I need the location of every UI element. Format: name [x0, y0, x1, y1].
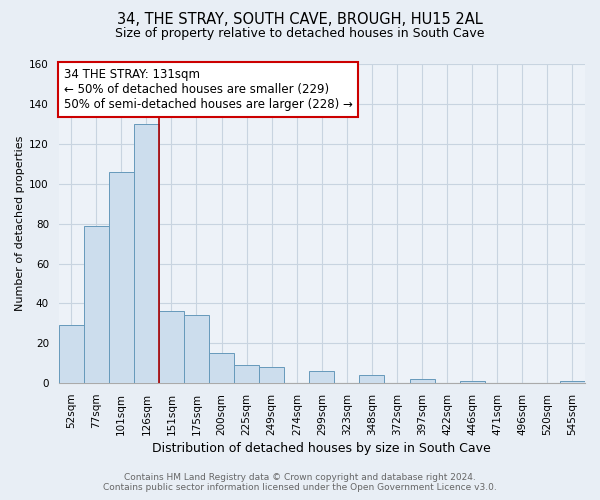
Bar: [359, 375, 385, 383]
Bar: [159, 312, 184, 383]
Bar: [184, 316, 209, 383]
Bar: [134, 124, 159, 383]
Bar: [234, 366, 259, 383]
Bar: [59, 326, 84, 383]
Bar: [109, 172, 134, 383]
Text: Size of property relative to detached houses in South Cave: Size of property relative to detached ho…: [115, 28, 485, 40]
Y-axis label: Number of detached properties: Number of detached properties: [15, 136, 25, 312]
X-axis label: Distribution of detached houses by size in South Cave: Distribution of detached houses by size …: [152, 442, 491, 455]
Bar: [209, 354, 234, 383]
Bar: [460, 381, 485, 383]
Text: 34, THE STRAY, SOUTH CAVE, BROUGH, HU15 2AL: 34, THE STRAY, SOUTH CAVE, BROUGH, HU15 …: [117, 12, 483, 28]
Bar: [309, 371, 334, 383]
Bar: [259, 367, 284, 383]
Bar: [560, 381, 585, 383]
Text: 34 THE STRAY: 131sqm
← 50% of detached houses are smaller (229)
50% of semi-deta: 34 THE STRAY: 131sqm ← 50% of detached h…: [64, 68, 353, 111]
Bar: [84, 226, 109, 383]
Text: Contains HM Land Registry data © Crown copyright and database right 2024.
Contai: Contains HM Land Registry data © Crown c…: [103, 473, 497, 492]
Bar: [410, 379, 434, 383]
